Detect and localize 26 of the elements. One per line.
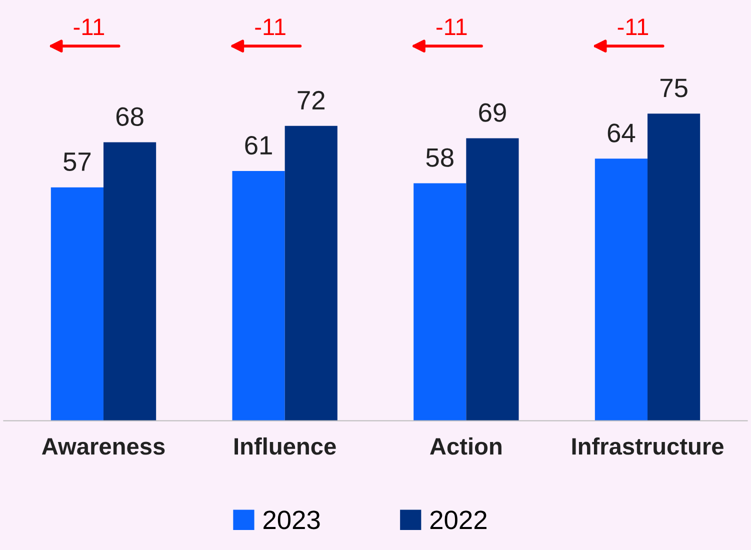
bar	[594, 158, 648, 421]
text: -11	[74, 18, 104, 36]
legend-label: 2023	[264, 510, 320, 530]
text: -11	[436, 18, 467, 36]
data-label: 57	[64, 152, 91, 172]
text: -11	[255, 18, 286, 36]
x-tick-label: Awareness	[42, 438, 165, 455]
text: -11	[618, 18, 648, 36]
data-label: 69	[479, 103, 506, 122]
data-label: 64	[608, 124, 636, 142]
data-label: 72	[298, 90, 324, 110]
bar	[414, 183, 466, 421]
bar	[466, 138, 519, 421]
x-tick-label: Infrastructure	[572, 437, 724, 455]
bar	[103, 142, 156, 421]
bar	[284, 126, 338, 421]
data-label: 75	[660, 78, 688, 98]
x-tick-label: Influence	[234, 437, 336, 455]
data-label: 68	[116, 107, 144, 126]
data-label: 61	[245, 136, 272, 155]
legend-label: 2022	[430, 510, 486, 530]
bar	[648, 114, 700, 421]
x-tick-label: Action	[430, 437, 502, 455]
bar	[232, 170, 285, 421]
bar	[50, 187, 104, 421]
data-label: 58	[426, 148, 454, 167]
